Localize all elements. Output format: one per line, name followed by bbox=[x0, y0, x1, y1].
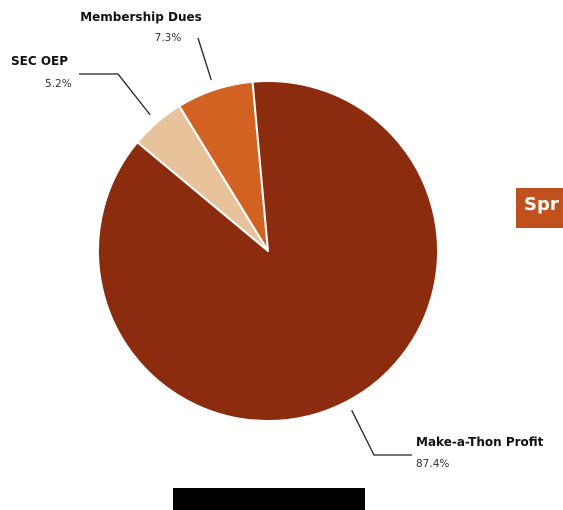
pie-slices bbox=[97, 80, 439, 422]
slice-percent-label-0: 7.3% bbox=[155, 32, 182, 44]
slice-category-label-1: SEC OEP bbox=[11, 54, 68, 68]
pie-slice-2 bbox=[97, 80, 439, 422]
slice-labels: Membership Dues 7.3% SEC OEP 5.2% Make-a-Tho… bbox=[11, 10, 544, 470]
slice-category-label-2: Make-a-Thon Profit bbox=[416, 435, 544, 449]
side-tab-label: Spr bbox=[524, 194, 559, 215]
leader-line-0 bbox=[197, 37, 212, 81]
slice-percent-label-1: 5.2% bbox=[45, 78, 72, 90]
leader-lines bbox=[79, 37, 412, 456]
slice-percent-label-2: 87.4% bbox=[416, 458, 449, 470]
slice-category-label-0: Membership Dues bbox=[80, 10, 202, 24]
side-tab[interactable]: Spr bbox=[516, 188, 563, 228]
redaction-bar bbox=[173, 488, 365, 510]
leader-line-1 bbox=[79, 73, 151, 116]
leader-line-2 bbox=[351, 410, 412, 456]
